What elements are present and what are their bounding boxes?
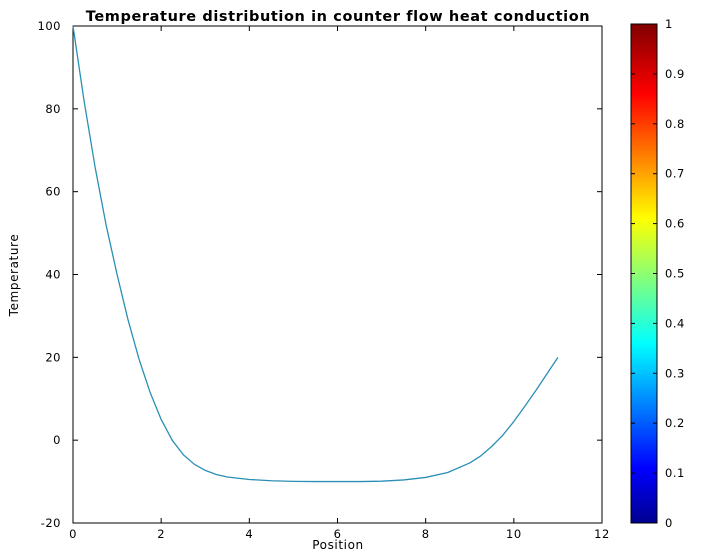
colorbar-tick-label: 0.9: [665, 67, 685, 81]
colorbar-ticks: 0 0.1 0.2 0.3 0.4 0.5 0.6 0.7 0.8 0.9 1: [631, 17, 685, 530]
y-tick-label: 40: [45, 268, 61, 282]
colorbar-tick-label: 0.7: [665, 167, 685, 181]
colorbar-tick-label: 1: [665, 17, 673, 31]
colorbar-tick-label: 0.2: [665, 416, 685, 430]
x-tick-label: 4: [245, 527, 253, 541]
colorbar-tick-label: 0.1: [665, 466, 685, 480]
y-axis-label: Temperature: [7, 234, 21, 318]
temperature-line: [72, 25, 559, 483]
x-tick-label: 2: [157, 527, 165, 541]
y-tick-label: 0: [53, 433, 61, 447]
colorbar: 0 0.1 0.2 0.3 0.4 0.5 0.6 0.7 0.8 0.9 1: [630, 17, 685, 530]
chart-title: Temperature distribution in counter flow…: [86, 9, 590, 25]
colorbar-tick-label: 0.4: [665, 316, 685, 330]
x-tick-label: 6: [334, 527, 342, 541]
plot-area: 0 2 4 6 8 10 12 -20 0 20 40 60 80 100: [38, 19, 610, 541]
plot-frame: [72, 25, 603, 524]
x-tick-label: 10: [506, 527, 522, 541]
y-tick-label: 60: [45, 185, 61, 199]
x-axis-ticks: 0 2 4 6 8 10 12: [69, 26, 610, 541]
y-tick-label: 100: [38, 19, 61, 33]
colorbar-tick-label: 0.3: [665, 366, 685, 380]
x-axis-label: Position: [312, 538, 364, 552]
colorbar-tick-label: 0.5: [665, 267, 685, 281]
x-tick-label: 12: [594, 527, 610, 541]
colorbar-gradient: [631, 24, 657, 523]
colorbar-tick-label: 0: [665, 516, 673, 530]
y-tick-label: -20: [41, 516, 61, 530]
x-tick-label: 0: [69, 527, 77, 541]
y-tick-label: 20: [45, 350, 61, 364]
x-tick-label: 8: [422, 527, 430, 541]
colorbar-tick-label: 0.6: [665, 217, 685, 231]
y-tick-label: 80: [45, 102, 61, 116]
y-axis-ticks: -20 0 20 40 60 80 100: [38, 19, 602, 530]
colorbar-tick-label: 0.8: [665, 117, 685, 131]
